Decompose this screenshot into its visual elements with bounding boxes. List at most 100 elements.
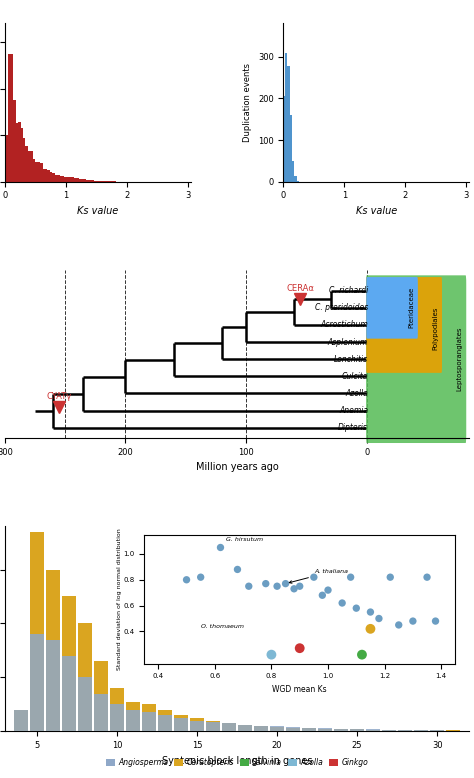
Bar: [47, 170, 50, 182]
Text: Pteridaceae: Pteridaceae: [408, 287, 414, 328]
Bar: [62, 177, 64, 182]
Bar: [60, 176, 62, 182]
Bar: [67, 177, 69, 182]
FancyBboxPatch shape: [366, 277, 418, 338]
Bar: [23, 138, 26, 182]
FancyBboxPatch shape: [366, 277, 442, 373]
Bar: [318, 728, 332, 731]
Bar: [74, 178, 77, 182]
Bar: [383, 730, 396, 731]
Bar: [86, 180, 89, 182]
Bar: [254, 726, 268, 731]
Bar: [206, 720, 220, 731]
Bar: [398, 730, 412, 731]
Bar: [11, 54, 13, 182]
Bar: [254, 726, 268, 731]
Bar: [142, 704, 155, 731]
Bar: [302, 727, 316, 731]
Bar: [398, 730, 412, 731]
Bar: [366, 730, 380, 731]
Text: CERAα: CERAα: [286, 284, 314, 293]
Bar: [78, 623, 91, 731]
Bar: [43, 169, 45, 182]
Bar: [158, 715, 172, 731]
Bar: [45, 169, 47, 182]
Bar: [302, 728, 316, 731]
Bar: [285, 54, 287, 182]
Bar: [13, 100, 16, 182]
Bar: [174, 718, 188, 731]
X-axis label: Syntenic block length in genes: Syntenic block length in genes: [162, 755, 312, 766]
Bar: [62, 656, 76, 731]
Bar: [79, 178, 82, 182]
Bar: [270, 727, 284, 731]
Text: Polypodiales: Polypodiales: [432, 307, 438, 350]
Bar: [290, 115, 292, 182]
Bar: [84, 180, 86, 182]
Bar: [6, 135, 9, 182]
Text: Culcita: Culcita: [342, 372, 368, 380]
Legend: Angiosperms, Ceratopteris, Salvinia, Azolla, Ginkgo: Angiosperms, Ceratopteris, Salvinia, Azo…: [103, 755, 371, 770]
Bar: [222, 724, 236, 731]
Bar: [82, 179, 84, 182]
Text: Anemia: Anemia: [339, 406, 368, 415]
Bar: [286, 727, 300, 731]
Bar: [3, 170, 6, 182]
Text: Azolla: Azolla: [345, 389, 368, 398]
Bar: [37, 162, 40, 182]
Bar: [366, 729, 380, 731]
Bar: [270, 727, 284, 731]
Text: CYATγ: CYATγ: [46, 392, 72, 401]
Bar: [350, 729, 364, 731]
Bar: [126, 710, 140, 731]
Text: Lonchitis: Lonchitis: [334, 355, 368, 363]
Bar: [190, 718, 204, 731]
Bar: [77, 178, 79, 182]
Bar: [292, 161, 294, 182]
Text: Dipteris: Dipteris: [338, 423, 368, 432]
Bar: [30, 151, 33, 182]
Bar: [282, 96, 285, 182]
Bar: [30, 532, 44, 731]
Bar: [35, 162, 37, 182]
Bar: [110, 704, 124, 731]
Bar: [142, 713, 155, 731]
Bar: [294, 176, 297, 182]
Bar: [14, 710, 27, 731]
Text: C. richardi: C. richardi: [328, 286, 368, 295]
Text: Leptosporangiates: Leptosporangiates: [456, 327, 463, 391]
Bar: [33, 159, 35, 182]
Bar: [190, 720, 204, 731]
Bar: [64, 177, 67, 182]
Bar: [57, 174, 60, 182]
Bar: [26, 146, 28, 182]
Bar: [46, 569, 60, 731]
Bar: [238, 725, 252, 731]
Text: Acrostichum: Acrostichum: [320, 321, 368, 329]
X-axis label: Million years ago: Million years ago: [196, 462, 278, 472]
Bar: [94, 661, 108, 731]
Bar: [286, 727, 300, 731]
Bar: [78, 678, 91, 731]
Bar: [72, 177, 74, 182]
Text: Asplenium: Asplenium: [328, 338, 368, 346]
Bar: [238, 725, 252, 731]
Bar: [94, 180, 96, 182]
Bar: [18, 121, 20, 182]
Bar: [126, 702, 140, 731]
Y-axis label: Duplication events: Duplication events: [243, 63, 252, 142]
Bar: [20, 128, 23, 182]
Bar: [91, 180, 94, 182]
Bar: [9, 54, 11, 182]
Bar: [110, 689, 124, 731]
Bar: [52, 173, 55, 182]
Bar: [334, 729, 348, 731]
Bar: [334, 729, 348, 731]
Bar: [28, 151, 30, 182]
Bar: [40, 163, 43, 182]
Bar: [69, 177, 72, 182]
Bar: [55, 175, 57, 182]
Text: C. pteridoides: C. pteridoides: [315, 303, 368, 312]
Bar: [62, 597, 76, 731]
Bar: [16, 123, 18, 182]
